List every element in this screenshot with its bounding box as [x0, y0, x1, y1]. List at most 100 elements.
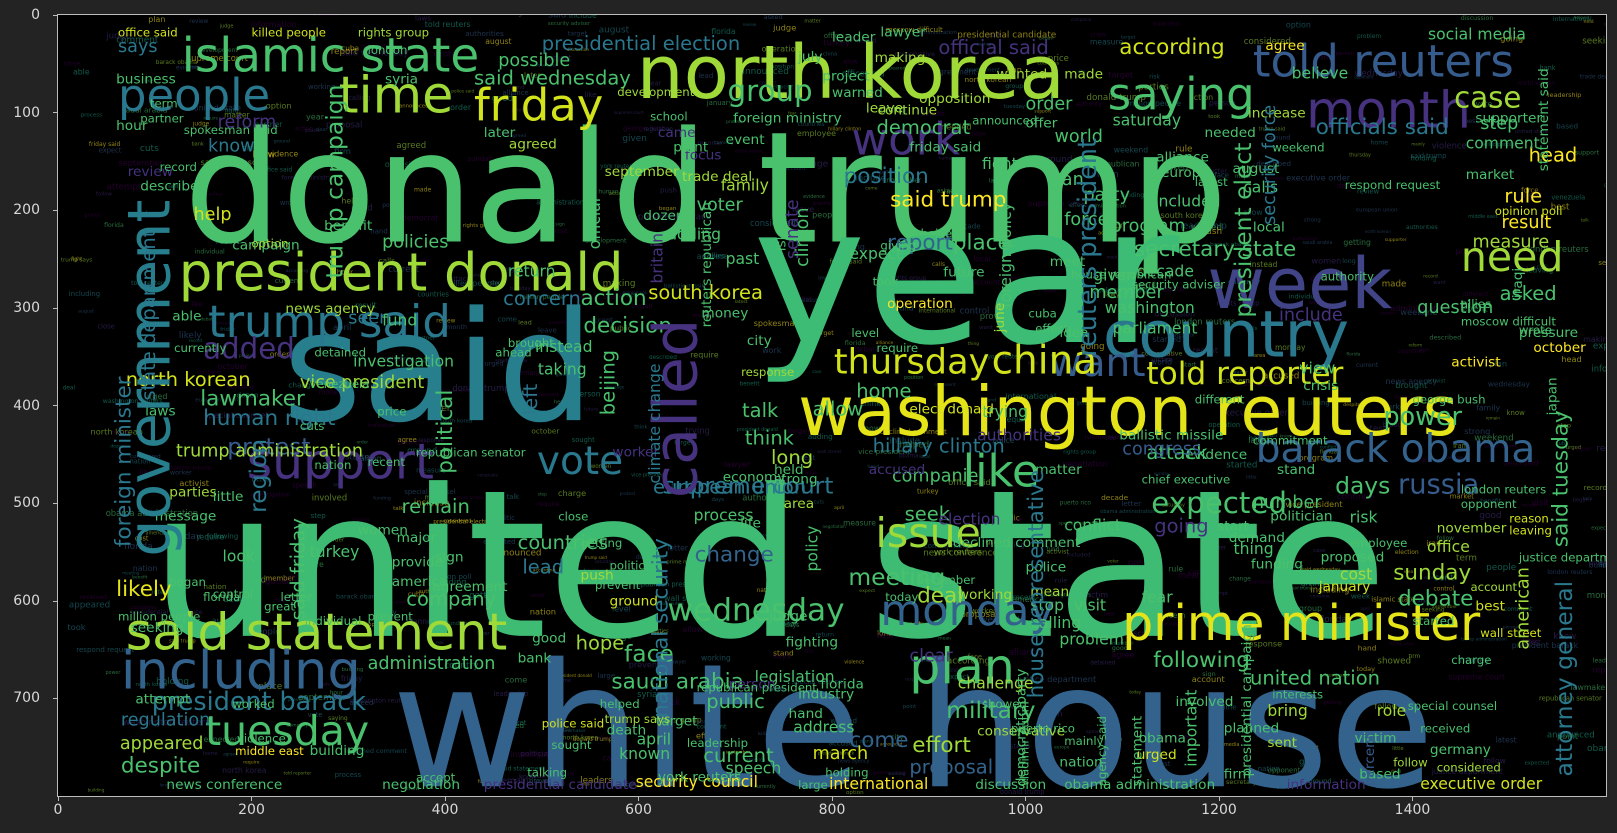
cloud-word: effort: [912, 733, 970, 758]
background-word: dozen: [110, 444, 124, 450]
background-word: account: [785, 166, 806, 172]
background-word: building: [1589, 561, 1606, 570]
background-word: republican president: [634, 581, 703, 589]
cloud-word: power: [1384, 401, 1463, 431]
background-word: letter: [1121, 499, 1142, 508]
background-word: death: [1043, 289, 1056, 295]
cloud-word: life: [740, 516, 761, 532]
background-word: considered: [1424, 575, 1448, 581]
background-word: person: [1335, 51, 1354, 57]
background-word: ballistic missile: [758, 731, 789, 736]
cloud-word: plan: [909, 639, 1014, 696]
background-word: idea: [1404, 569, 1414, 575]
background-word: trump administration: [1461, 636, 1507, 642]
background-word: think: [861, 399, 881, 408]
background-word: august: [599, 26, 630, 36]
cloud-word: offer: [1026, 115, 1058, 131]
cloud-word-vertical: political: [433, 390, 458, 474]
background-word: sent: [420, 257, 430, 263]
cloud-word: place: [953, 230, 1011, 255]
cloud-word: action: [581, 286, 647, 311]
background-word: lawmaker: [563, 728, 586, 734]
background-word: ground: [1041, 155, 1072, 165]
cloud-word: killed people: [252, 26, 326, 40]
background-word: described: [1503, 458, 1538, 467]
background-word: possible: [1128, 558, 1164, 568]
background-word: china: [823, 52, 838, 58]
cloud-word: calls: [1243, 179, 1278, 197]
background-word: different: [1604, 182, 1607, 189]
cloud-word: says: [118, 37, 158, 57]
background-word: brought: [1383, 421, 1409, 429]
cloud-word: trump says: [605, 712, 671, 726]
background-word: august: [211, 616, 241, 626]
cloud-word: following: [1153, 648, 1250, 673]
cloud-word: washington: [1105, 299, 1195, 317]
background-word: ground: [1308, 778, 1332, 786]
cloud-word: giving: [880, 238, 916, 252]
background-word: report: [1592, 665, 1606, 675]
background-word: leadership: [760, 532, 783, 538]
cloud-word: military: [946, 696, 1035, 724]
background-word: security adviser: [548, 21, 591, 27]
cloud-word: discussion: [975, 777, 1046, 793]
background-word: face: [1007, 515, 1023, 524]
background-word: require: [690, 351, 719, 360]
cloud-word: different: [1195, 393, 1245, 407]
cloud-word: hour: [116, 118, 148, 134]
cloud-word: known: [619, 745, 670, 763]
background-word: showed: [1377, 657, 1411, 667]
background-word: concern: [1222, 376, 1250, 385]
background-word: position: [697, 720, 718, 726]
background-word: individual: [368, 423, 396, 429]
cloud-word: know: [208, 137, 255, 157]
cloud-word: president donald: [179, 242, 624, 303]
cloud-word: pressure: [1519, 325, 1578, 341]
background-word: considered: [444, 519, 472, 525]
background-word: expected: [1525, 761, 1550, 767]
background-word: change: [288, 380, 315, 389]
background-word: april: [333, 322, 351, 332]
background-word: according: [533, 568, 556, 574]
cloud-word: friday: [474, 78, 603, 131]
cloud-word: view: [1299, 359, 1335, 377]
background-word: florida: [124, 542, 153, 552]
background-word: giving: [1301, 579, 1325, 588]
cloud-word: made: [1064, 67, 1103, 83]
background-word: obama administration: [1100, 509, 1155, 515]
cloud-word: prime minister: [1122, 595, 1481, 652]
background-word: october: [218, 362, 249, 371]
background-word: allow: [682, 625, 703, 634]
background-word: wrote: [433, 49, 456, 59]
background-word: weekend: [1114, 145, 1149, 154]
cloud-word: lead: [522, 555, 564, 578]
background-word: women: [1311, 255, 1341, 265]
background-word: project: [546, 54, 572, 63]
cloud-word: funding: [1251, 557, 1303, 573]
cloud-word: prevent: [368, 609, 414, 623]
background-word: deal: [1337, 182, 1352, 190]
background-word: considered: [750, 218, 796, 228]
background-word: april: [1360, 606, 1369, 611]
background-word: vice president: [858, 447, 910, 456]
background-word: began: [1039, 35, 1053, 41]
background-word: expect: [1593, 342, 1606, 352]
cloud-word: received: [1420, 722, 1470, 736]
y-tick-mark: [53, 698, 58, 699]
background-word: local: [1173, 333, 1187, 339]
cloud-word: president barack: [152, 686, 366, 716]
background-word: october: [512, 108, 530, 114]
background-word: obama: [1380, 310, 1395, 316]
background-word: measure: [843, 519, 876, 528]
background-word: involved: [818, 276, 840, 282]
cloud-word: partner: [140, 111, 184, 125]
background-word: force: [1521, 187, 1538, 195]
background-word: protest: [553, 726, 571, 732]
background-word: january: [706, 99, 733, 107]
background-word: florida: [711, 27, 735, 36]
cloud-word: proposal: [909, 756, 993, 779]
cloud-word: person: [729, 677, 776, 693]
background-word: meeting: [122, 571, 139, 576]
cloud-word: ground: [610, 594, 658, 610]
background-word: discussion: [567, 47, 590, 53]
